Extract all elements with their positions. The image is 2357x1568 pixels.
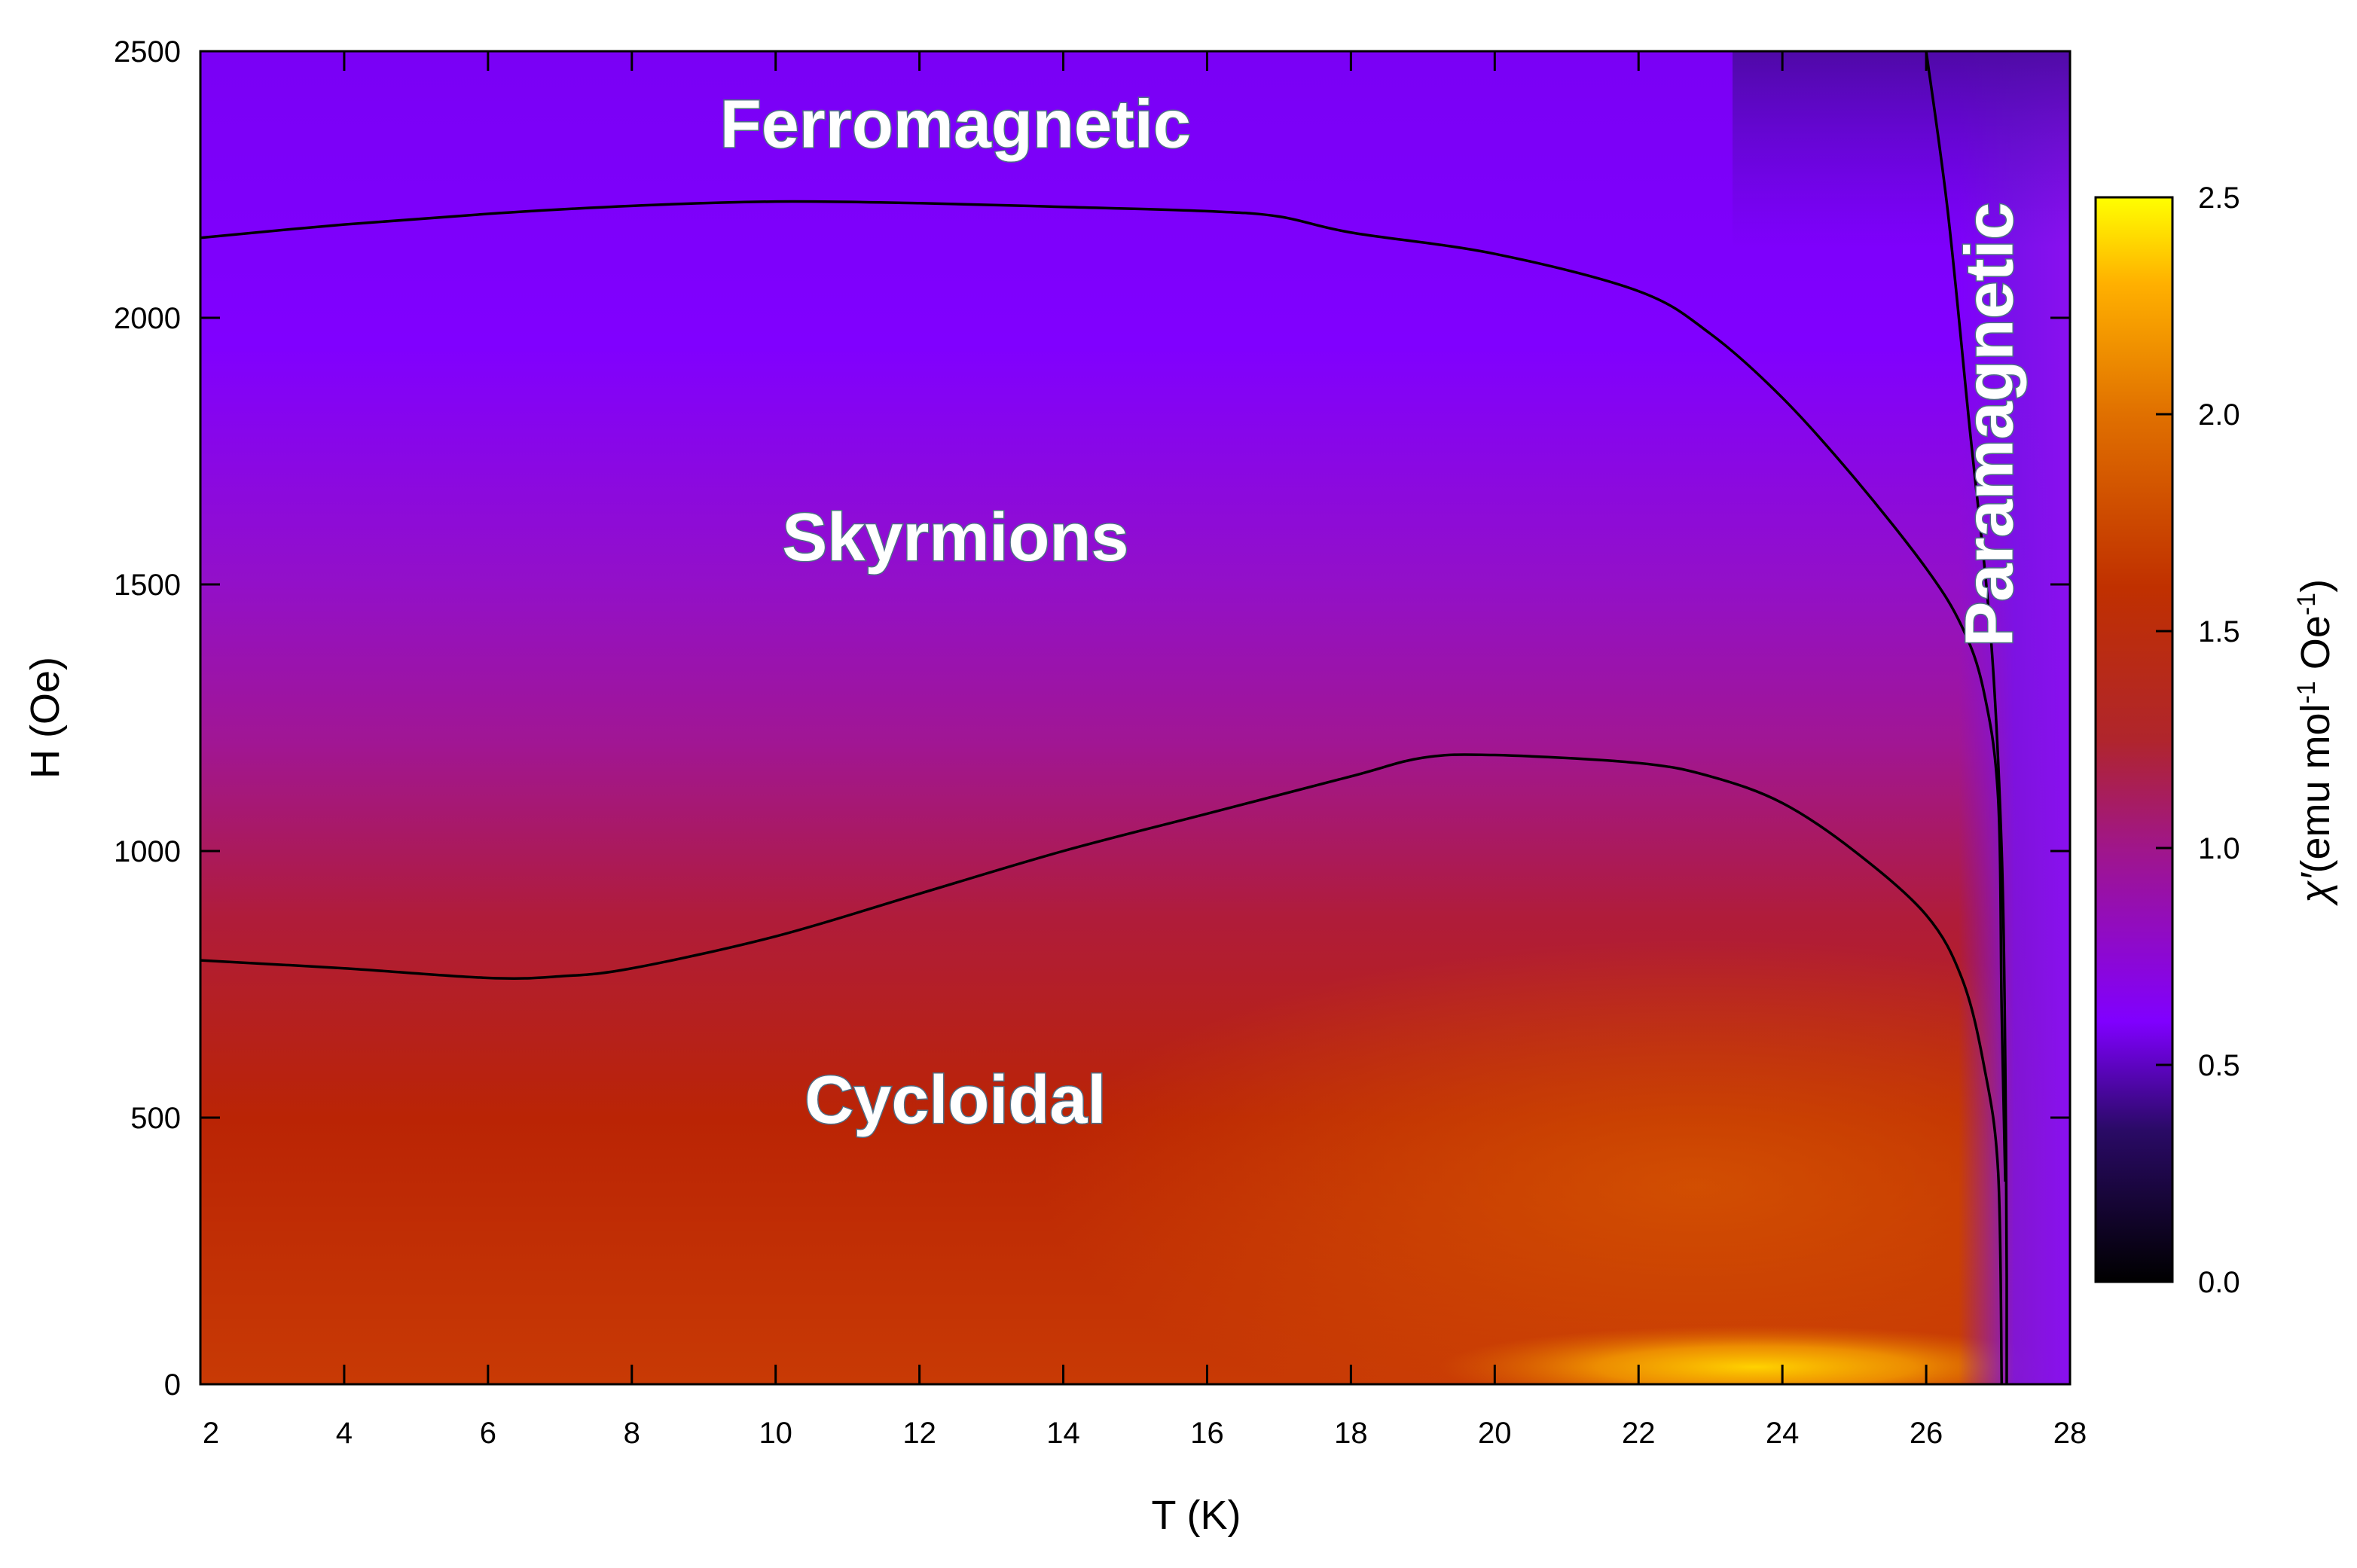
x-tick-label: 6	[480, 1417, 496, 1450]
x-tick-label: 2	[203, 1417, 219, 1450]
colorbar-label-pre: (emu mol	[2293, 703, 2338, 873]
colorbar-label-post: )	[2293, 579, 2338, 593]
y-tick-label: 2500	[114, 35, 181, 69]
colorbar-tick-label: 0.5	[2198, 1049, 2240, 1082]
x-tick-label: 8	[624, 1417, 640, 1450]
x-axis-title: T (K)	[1152, 1493, 1241, 1538]
x-tick-label: 14	[1046, 1417, 1080, 1450]
region-label-ferromagnetic: Ferromagnetic	[720, 87, 1191, 162]
colorbar-label-mid: Oe	[2293, 615, 2338, 681]
colorbar: 0.00.51.01.52.02.5 χ′(emu mol-1 Oe-1)	[2094, 182, 2338, 1299]
colorbar-gradient	[2094, 196, 2174, 1283]
heatmap-warm-region	[200, 678, 2070, 1384]
y-tick-label: 2000	[114, 302, 181, 335]
x-tick-label: 4	[336, 1417, 353, 1450]
x-tick-label: 10	[759, 1417, 792, 1450]
x-tick-label: 24	[1766, 1417, 1800, 1450]
phase-boundaries	[200, 51, 2008, 1384]
colorbar-tick-label: 2.0	[2198, 398, 2240, 432]
heatmap-high-susceptibility-spot	[1439, 1325, 2070, 1384]
y-axis-title: H (Oe)	[23, 657, 68, 779]
colorbar-tick-label: 2.5	[2198, 182, 2240, 215]
colorbar-label: χ′(emu mol-1 Oe-1)	[2292, 579, 2338, 906]
y-tick-label: 1000	[114, 835, 181, 868]
x-tick-label: 22	[1622, 1417, 1656, 1450]
y-tick-label: 500	[130, 1102, 181, 1135]
y-tick-label: 0	[164, 1368, 181, 1402]
colorbar-tick-label: 0.0	[2198, 1266, 2240, 1299]
plot-frame	[199, 50, 2072, 1386]
colorbar-label-symbol: χ′	[2293, 872, 2338, 906]
colorbar-label-exp1: -1	[2292, 681, 2321, 703]
x-tick-label: 20	[1478, 1417, 1512, 1450]
plot-area	[200, 51, 2070, 1384]
y-axis-ticks: 0 500 1000 1500 2000 2500	[114, 35, 2070, 1402]
x-tick-label: 26	[1910, 1417, 1943, 1450]
colorbar-label-exp2: -1	[2292, 593, 2321, 615]
heatmap-top-right-dark	[1733, 51, 2070, 247]
heatmap-paramagnetic-strip	[1959, 51, 2070, 1384]
phase-boundary-line	[200, 753, 2004, 1384]
x-axis-ticks: 2 4 6 8 10 12 14 16 18 20 22 24 26 28	[199, 51, 2087, 1450]
x-tick-label: 16	[1190, 1417, 1224, 1450]
colorbar-tick-label: 1.0	[2198, 832, 2240, 865]
phase-boundary-line	[200, 200, 2007, 1182]
region-label-paramagnetic: Paramagnetic	[1952, 202, 2028, 646]
x-tick-label: 12	[902, 1417, 936, 1450]
region-label-skyrmions: Skyrmions	[782, 500, 1128, 575]
region-labels: Ferromagnetic Skyrmions Cycloidal Paramagne…	[719, 86, 2029, 1139]
phase-boundary-line	[1925, 51, 2008, 1384]
x-tick-label: 28	[2053, 1417, 2087, 1450]
region-label-cycloidal: Cycloidal	[804, 1063, 1106, 1138]
colorbar-tick-label: 1.5	[2198, 615, 2240, 648]
x-tick-label: 18	[1334, 1417, 1368, 1450]
colorbar-ticks: 0.0 0.5 1.0 1.5 2.0 2.5	[2156, 182, 2240, 1299]
y-tick-label: 1500	[114, 569, 181, 602]
